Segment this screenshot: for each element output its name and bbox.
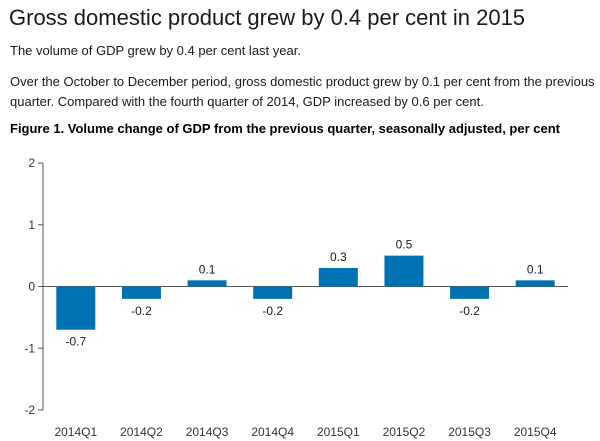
y-tick-label: -1 (24, 341, 35, 355)
bar (384, 255, 424, 287)
summary-paragraph: Over the October to December period, gro… (10, 74, 595, 109)
x-tick-label: 2014Q4 (251, 425, 294, 439)
headline: Gross domestic product grew by 0.4 per c… (9, 5, 526, 30)
bar (318, 267, 358, 287)
data-label: -0.2 (131, 304, 152, 318)
lede-text: The volume of GDP grew by 0.4 per cent l… (10, 43, 301, 58)
bar (187, 280, 227, 287)
bar (450, 286, 490, 299)
x-tick-label: 2015Q3 (448, 425, 491, 439)
x-tick-label: 2014Q2 (120, 425, 163, 439)
data-label: -0.7 (65, 335, 86, 349)
data-label: 0.1 (527, 262, 544, 276)
y-tick-label: 1 (28, 218, 35, 232)
data-label: -0.2 (459, 304, 480, 318)
x-tick-label: 2014Q1 (54, 425, 97, 439)
data-label: 0.5 (396, 238, 413, 252)
y-tick-label: -2 (24, 403, 35, 417)
x-tick-label: 2014Q3 (186, 425, 229, 439)
data-label: 0.1 (199, 262, 216, 276)
y-tick-label: 0 (28, 280, 35, 294)
x-tick-label: 2015Q1 (317, 425, 360, 439)
bar (515, 280, 555, 287)
bar (121, 286, 161, 299)
figure-title: Figure 1. Volume change of GDP from the … (10, 121, 560, 136)
x-tick-label: 2015Q4 (514, 425, 557, 439)
data-label: -0.2 (262, 304, 283, 318)
bar (253, 286, 293, 299)
data-label: 0.3 (330, 250, 347, 264)
bar (56, 286, 96, 330)
x-tick-label: 2015Q2 (383, 425, 426, 439)
y-tick-label: 2 (28, 156, 35, 170)
